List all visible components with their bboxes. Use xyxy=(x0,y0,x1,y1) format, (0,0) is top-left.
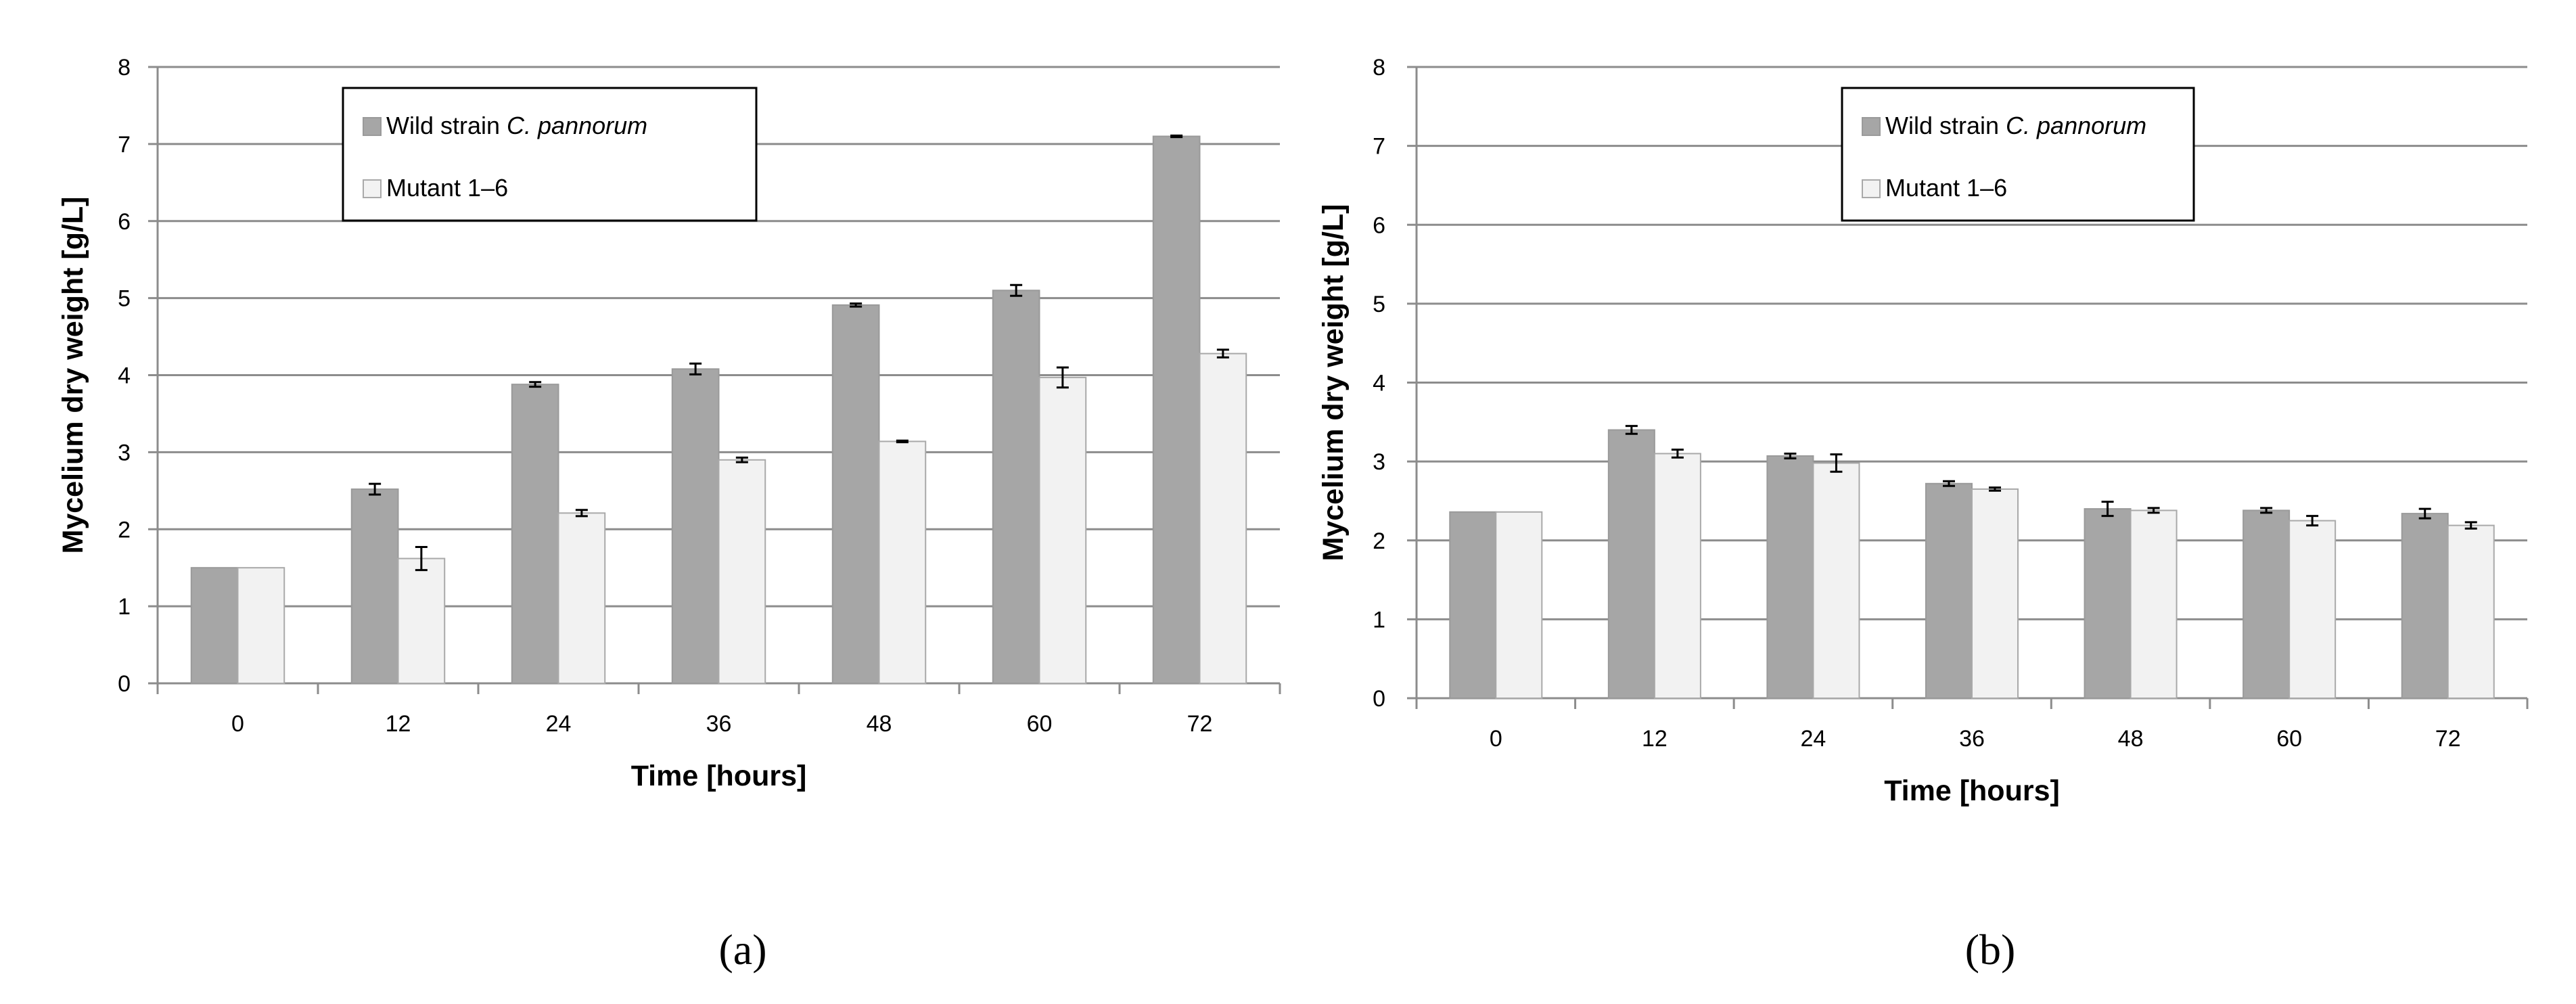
y-tick-label: 2 xyxy=(1373,528,1385,554)
y-tick-label: 4 xyxy=(1373,371,1385,396)
y-tick-label: 0 xyxy=(1373,686,1385,712)
y-tick-label: 6 xyxy=(1373,212,1385,238)
legend-label-species: C. pannorum xyxy=(507,112,647,139)
legend-label-mutant: Mutant 1–6 xyxy=(386,174,508,202)
bar-wild-strain xyxy=(1449,511,1497,699)
bar-wild-strain xyxy=(1766,455,1814,699)
legend-label-text: Wild strain xyxy=(386,112,507,139)
y-tick-label: 8 xyxy=(1373,55,1385,81)
x-tick-label: 72 xyxy=(1187,711,1213,737)
x-tick-label: 36 xyxy=(706,711,732,737)
y-tick-label: 0 xyxy=(118,671,131,697)
bar-mutant xyxy=(2288,520,2337,699)
y-tick-label: 8 xyxy=(118,55,131,81)
bar-mutant xyxy=(1495,511,1543,699)
legend: Wild strain C. pannorum Mutant 1–6 xyxy=(1841,87,2195,222)
y-tick-label: 4 xyxy=(118,363,131,389)
y-tick-label: 5 xyxy=(118,286,131,312)
bar-mutant xyxy=(557,512,606,684)
y-tick-label: 7 xyxy=(118,132,131,158)
x-tick-label: 72 xyxy=(2435,726,2461,752)
legend-label-text: Wild strain xyxy=(1885,112,2006,139)
legend-swatch-mutant xyxy=(1862,179,1881,198)
y-tick-label: 1 xyxy=(118,594,131,620)
bar-mutant xyxy=(1199,352,1247,684)
bar-wild-strain xyxy=(2401,513,2449,699)
x-axis-title: Time [hours] xyxy=(1884,775,2060,807)
y-axis-title: Mycelium dry weight [g/L] xyxy=(57,197,89,554)
legend-label-wild-strain: Wild strain C. pannorum xyxy=(386,112,647,139)
y-tick-label: 3 xyxy=(118,440,131,465)
legend-swatch-wild-strain xyxy=(363,117,382,136)
bar-mutant xyxy=(397,557,446,685)
bar-mutant xyxy=(2447,524,2495,699)
y-axis-title: Mycelium dry weight [g/L] xyxy=(1317,204,1350,562)
y-tick-label: 5 xyxy=(1373,292,1385,317)
legend-label-wild-strain: Wild strain C. pannorum xyxy=(1885,112,2146,139)
panel-label: (b) xyxy=(1965,926,2016,974)
x-tick-label: 48 xyxy=(2118,726,2144,752)
x-tick-label: 12 xyxy=(1642,726,1668,752)
x-tick-label: 60 xyxy=(1027,711,1053,737)
bar-wild-strain xyxy=(1607,429,1655,699)
bar-mutant xyxy=(718,459,766,684)
bar-mutant xyxy=(1653,453,1701,700)
bar-mutant xyxy=(1812,462,1860,700)
y-tick-label: 7 xyxy=(1373,134,1385,160)
bar-wild-strain xyxy=(2084,508,2132,699)
legend-box xyxy=(342,87,758,222)
x-tick-label: 12 xyxy=(386,711,411,737)
y-tick-label: 6 xyxy=(118,209,131,235)
bar-wild-strain xyxy=(511,384,559,684)
panel-label: (a) xyxy=(718,926,766,974)
bar-mutant xyxy=(1971,488,2019,699)
x-tick-label: 36 xyxy=(1959,726,1985,752)
y-tick-label: 3 xyxy=(1373,449,1385,475)
bar-wild-strain xyxy=(350,488,399,684)
x-tick-label: 24 xyxy=(1801,726,1826,752)
bar-wild-strain xyxy=(2242,509,2291,699)
bar-wild-strain xyxy=(1925,482,1973,700)
bar-wild-strain xyxy=(831,304,880,684)
legend-swatch-wild-strain xyxy=(1862,117,1881,136)
x-tick-label: 24 xyxy=(546,711,572,737)
x-tick-label: 60 xyxy=(2276,726,2302,752)
bar-wild-strain xyxy=(190,567,239,684)
x-tick-label: 48 xyxy=(867,711,892,737)
bar-mutant xyxy=(237,567,285,684)
bar-mutant xyxy=(878,440,927,684)
legend-label-species: C. pannorum xyxy=(2006,112,2146,139)
x-tick-label: 0 xyxy=(231,711,244,737)
legend-label-text: Mutant 1–6 xyxy=(1885,174,2007,202)
legend-box xyxy=(1841,87,2195,222)
bar-mutant xyxy=(2130,509,2178,699)
bar-wild-strain xyxy=(671,368,720,684)
legend-label-text: Mutant 1–6 xyxy=(386,174,508,202)
legend-label-mutant: Mutant 1–6 xyxy=(1885,174,2007,202)
bar-wild-strain xyxy=(1152,135,1201,685)
x-axis-title: Time [hours] xyxy=(631,760,807,792)
y-tick-label: 2 xyxy=(118,517,131,543)
bar-wild-strain xyxy=(992,290,1040,684)
x-tick-label: 0 xyxy=(1490,726,1502,752)
legend: Wild strain C. pannorum Mutant 1–6 xyxy=(342,87,758,222)
bar-mutant xyxy=(1038,376,1087,684)
legend-swatch-mutant xyxy=(363,179,382,198)
y-tick-label: 1 xyxy=(1373,607,1385,633)
